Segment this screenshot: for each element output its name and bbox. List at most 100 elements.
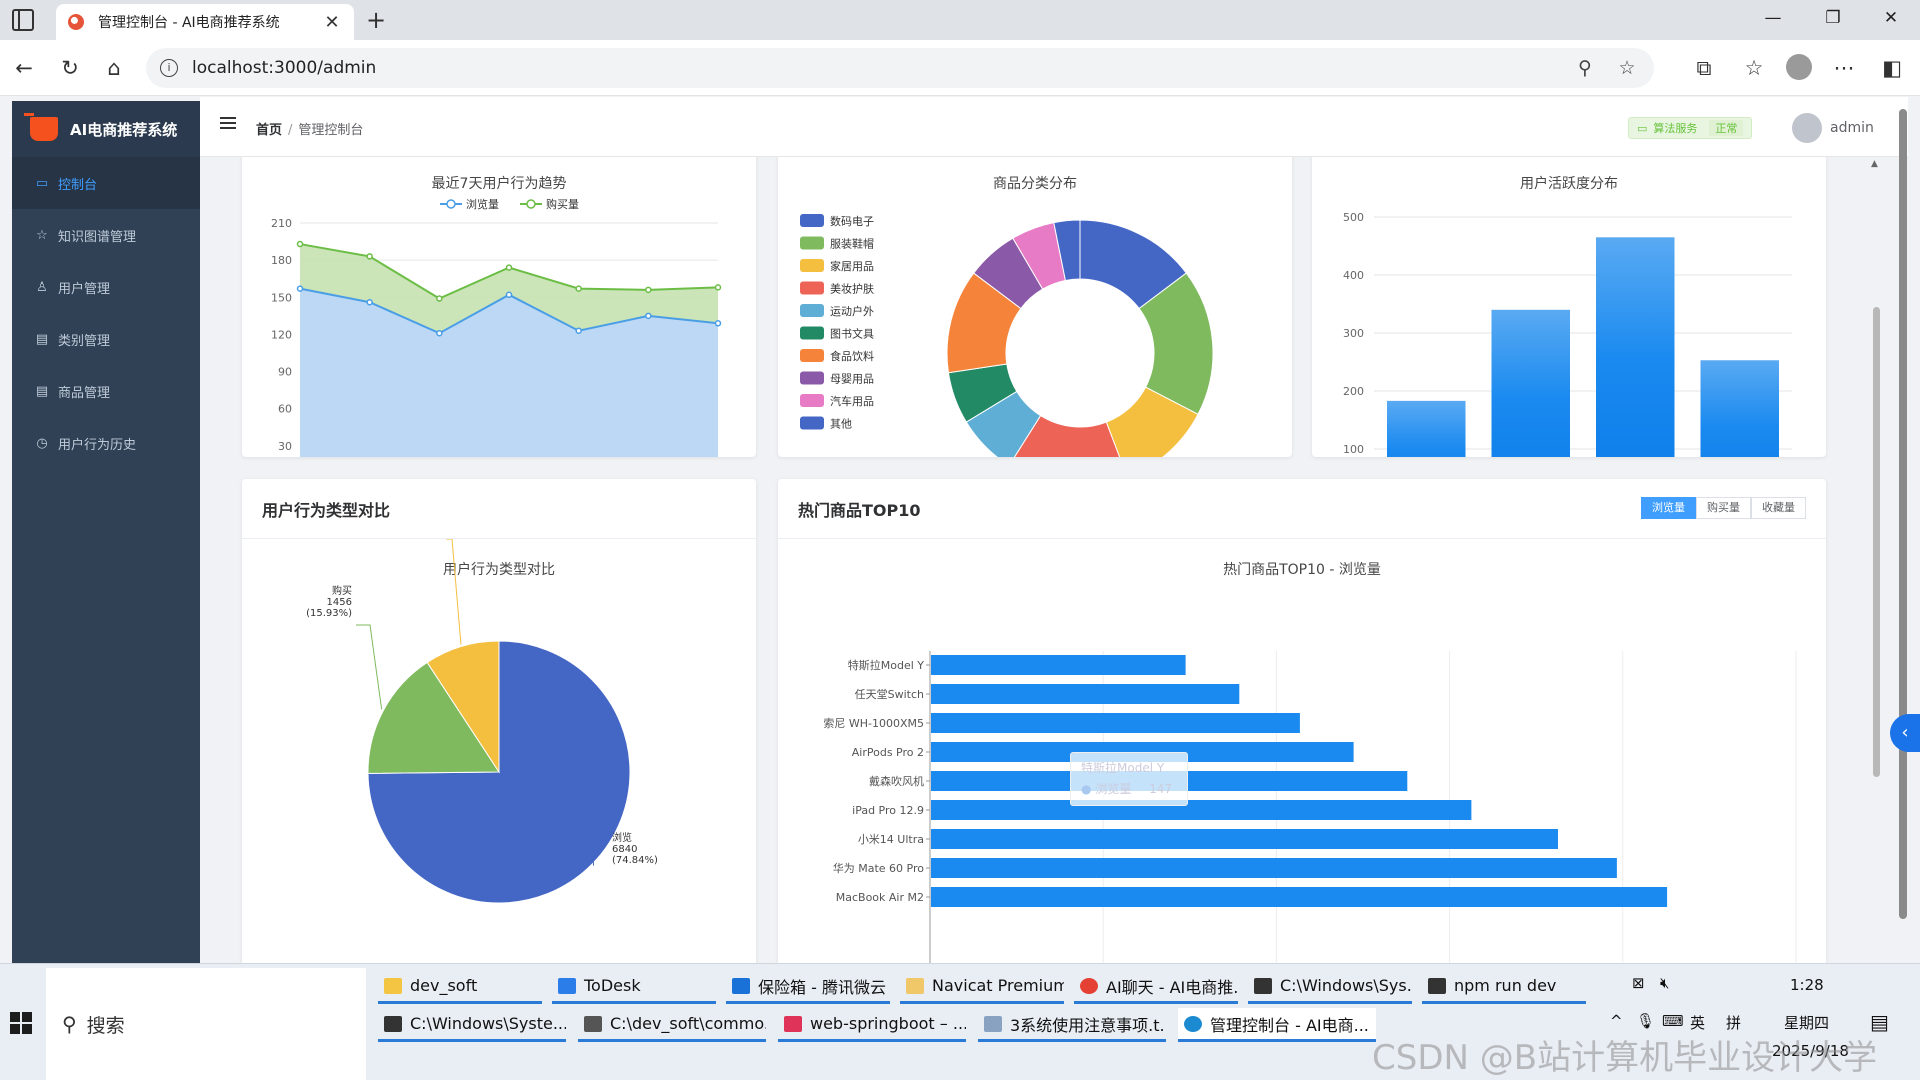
legend-label: 服装鞋帽 [830,237,874,251]
legend-label: 图书文具 [830,327,874,341]
extensions-icon[interactable]: ⧉ [1696,56,1712,80]
ime-mode[interactable]: 英 [1690,1014,1706,1032]
category-label: 华为 Mate 60 Pro [833,861,925,875]
collapse-menu-icon[interactable] [220,117,236,129]
views-button[interactable]: 浏览量 [1641,497,1696,519]
zoom-icon[interactable]: ⚲ [1578,57,1592,79]
browser-tab[interactable]: 管理控制台 - AI电商推荐系统 ✕ [56,4,354,40]
ime-pinyin[interactable]: 拼 [1726,1014,1742,1032]
profile-avatar[interactable] [1786,54,1812,80]
data-point [505,291,513,299]
volume-icon[interactable]: 🔇︎ [1660,974,1670,992]
clock-weekday[interactable]: 星期四 [1784,1014,1830,1032]
donut-slice [1105,386,1199,457]
favorite-star-icon[interactable]: ☆ [1618,57,1636,79]
url-field[interactable]: i localhost:3000/admin ⚲ ☆ [146,48,1654,88]
notification-icon[interactable]: ▤ [1870,1010,1889,1034]
y-tick-label: 210 [271,217,292,230]
taskbar-app[interactable]: AI聊天 - AI电商推... [1074,970,1238,1004]
windows-start-icon[interactable] [10,1012,32,1034]
more-menu-icon[interactable]: ⋯ [1833,56,1855,80]
breadcrumb-home[interactable]: 首页 [256,123,283,138]
home-icon[interactable]: ⌂ [107,56,121,80]
top-header: 首页 / 管理控制台 ▭ 算法服务 正常 admin [200,97,1908,157]
legend-label: 美妆护肤 [830,282,874,296]
star-icon: ☆ [36,227,48,243]
scrollbar-thumb[interactable] [1899,109,1907,919]
sidebar-item-label: 知识图谱管理 [58,229,137,245]
taskbar-app[interactable]: 3系统使用注意事项.t... [978,1008,1166,1042]
pie-slice [367,661,500,774]
taskbar-app[interactable]: dev_soft [378,970,542,1004]
taskbar-app[interactable]: C:\Windows\Syste... [378,1008,566,1042]
taskbar-app[interactable]: npm run dev [1422,970,1586,1004]
slice-label-pct: (15.93%) [306,608,352,619]
back-icon[interactable]: ← [15,56,33,80]
collapse-panel-icon[interactable]: ‹ [1890,714,1920,752]
sidebar-item-categories[interactable]: ▤ 类别管理 [12,313,200,365]
chrome-icon [1080,977,1098,994]
taskbar-app[interactable]: 保险箱 - 腾讯微云 [726,970,890,1004]
data-point [366,253,373,260]
sidebar-item-users[interactable]: ♙ 用户管理 [12,261,200,313]
terminal-icon [1254,977,1272,994]
site-info-icon[interactable]: i [160,59,178,77]
url-text: localhost:3000/admin [192,58,377,78]
favorites-icon[interactable]: ☆ [1744,56,1764,80]
sidebar-item-knowledge-graph[interactable]: ☆ 知识图谱管理 [12,209,200,261]
sidebar: AI电商推荐系统 ▭ 控制台 ☆ 知识图谱管理 ♙ 用户管理 ▤ 类别管理 ▤ … [12,101,200,963]
category-label: 小米14 Ultra [858,833,924,846]
keyboard-icon[interactable]: ⌨ [1662,1012,1684,1030]
trend-chart-card: 最近7天用户行为趋势 03060901201501802102025/9/122… [242,157,756,457]
sidebar-toggle-icon[interactable]: ◧ [1882,56,1902,80]
restore-icon[interactable]: ❐ [1825,8,1841,28]
taskbar-app-label: Navicat Premium [932,976,1064,995]
address-bar: ← ↻ ⌂ i localhost:3000/admin ⚲ ☆ ⧉ ☆ ⋯ ◧ [0,40,1920,96]
taskbar-app[interactable]: Navicat Premium [900,970,1064,1004]
y-tick-label: 400 [1343,269,1364,282]
tab-actions-icon[interactable] [12,9,34,31]
sidebar-item-behavior-history[interactable]: ◷ 用户行为历史 [12,417,200,469]
page-scrollbar[interactable] [1896,97,1910,963]
legend-label: 食品饮料 [830,349,874,363]
sidebar-item-dashboard[interactable]: ▭ 控制台 [12,157,200,209]
sidebar-item-products[interactable]: ▤ 商品管理 [12,365,200,417]
favorites-button[interactable]: 收藏量 [1751,497,1806,519]
chart-title: 商品分类分布 [993,176,1077,192]
username[interactable]: admin [1830,120,1874,136]
reload-icon[interactable]: ↻ [61,56,79,80]
new-tab-icon[interactable]: + [366,6,387,34]
search-icon: ⚲ [62,1012,77,1036]
clock-icon: ◷ [36,435,48,451]
close-tab-icon[interactable]: ✕ [324,11,340,33]
clock-time[interactable]: 1:28 [1790,976,1824,994]
bar [931,684,1240,704]
taskbar-app[interactable]: ToDesk [552,970,716,1004]
taskbar-search[interactable]: ⚲ 搜索 [46,968,366,1080]
taskbar-app[interactable]: C:\Windows\Sys... [1248,970,1412,1004]
metric-toggle: 浏览量 购买量 收藏量 [1641,497,1806,519]
network-icon[interactable]: ⊠ [1632,974,1645,992]
y-tick-label: 200 [1343,385,1364,398]
legend-label: 汽车用品 [830,394,874,408]
taskbar-app[interactable]: C:\dev_soft\commo... [578,1008,766,1042]
chevron-up-icon[interactable]: ^ [1610,1012,1623,1030]
purchases-button[interactable]: 购买量 [1696,497,1751,519]
content-scrollbar[interactable]: ▲ [1870,157,1882,963]
slice-label-name: 浏览 [612,831,632,844]
taskbar-app[interactable]: web-springboot – ... [778,1008,966,1042]
taskbar-app-active[interactable]: 管理控制台 - AI电商... [1178,1008,1376,1042]
taskbar-app-label: 保险箱 - 腾讯微云 [758,977,886,997]
close-window-icon[interactable]: ✕ [1883,8,1899,28]
minimize-icon[interactable]: — [1764,8,1782,28]
scrollbar-thumb[interactable] [1873,307,1880,777]
mic-icon[interactable]: 🎙︎ [1636,1012,1656,1030]
data-point [645,312,652,320]
clock-date[interactable]: 2025/9/18 [1772,1042,1849,1060]
legend-label: 购买量 [546,197,579,211]
data-point [575,285,582,292]
avatar[interactable] [1792,113,1822,143]
legend-label: 家居用品 [830,259,874,273]
legend-swatch [800,259,824,272]
legend-swatch [800,349,824,362]
